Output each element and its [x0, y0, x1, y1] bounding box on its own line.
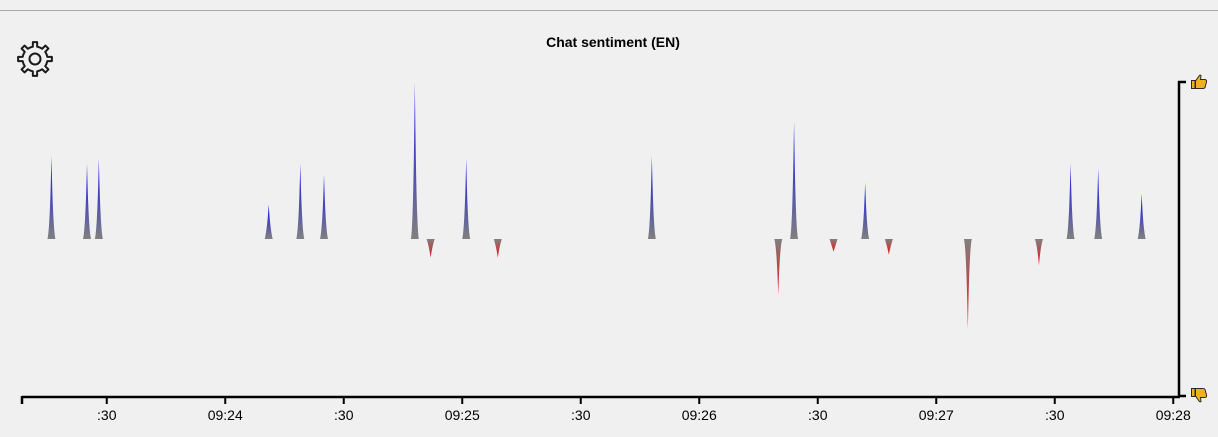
- x-tick-label: 09:25: [445, 407, 480, 423]
- x-tick-label: :30: [571, 407, 591, 423]
- positive-spike: [320, 174, 328, 239]
- negative-spike: [884, 239, 893, 255]
- chart-title: Chat sentiment (EN): [546, 34, 680, 50]
- negative-spike: [493, 239, 502, 258]
- negative-spike: [829, 239, 838, 252]
- x-tick-label: 09:24: [208, 407, 243, 423]
- positive-spike: [410, 82, 419, 239]
- positive-spike: [1137, 193, 1146, 239]
- sentiment-marks: [47, 82, 1146, 330]
- positive-spike: [790, 121, 799, 239]
- negative-spike: [1034, 239, 1043, 266]
- positive-spike: [647, 155, 656, 239]
- positive-spike: [83, 163, 91, 239]
- x-tick-label: 09:26: [682, 407, 717, 423]
- gear-icon: [17, 41, 53, 77]
- x-tick-label: 09:27: [919, 407, 954, 423]
- thumbs-down-icon: [1191, 388, 1208, 403]
- x-tick-label: :30: [808, 407, 828, 423]
- x-tick-label: :30: [1045, 407, 1065, 423]
- positive-spike: [94, 158, 103, 239]
- top-border: [0, 10, 1218, 11]
- positive-spike: [861, 182, 870, 239]
- positive-spike: [1066, 163, 1075, 239]
- positive-spike: [296, 163, 305, 239]
- thumbs-up-icon: [1191, 74, 1208, 89]
- x-tick-label: 09:28: [1156, 407, 1191, 423]
- negative-spike: [963, 239, 972, 330]
- positive-spike: [264, 204, 273, 239]
- settings-button[interactable]: [14, 38, 56, 80]
- x-tick-label: :30: [97, 407, 117, 423]
- negative-spike: [774, 239, 783, 296]
- positive-spike: [462, 158, 471, 239]
- negative-spike: [426, 239, 435, 258]
- positive-spike: [47, 155, 56, 239]
- x-tick-label: :30: [334, 407, 354, 423]
- positive-spike: [1094, 168, 1103, 239]
- x-axis: :30 09:24 :30 09:25 :30 09:26 :30 09:27 :30 09:28: [20, 395, 1191, 423]
- y-axis: [1177, 74, 1208, 403]
